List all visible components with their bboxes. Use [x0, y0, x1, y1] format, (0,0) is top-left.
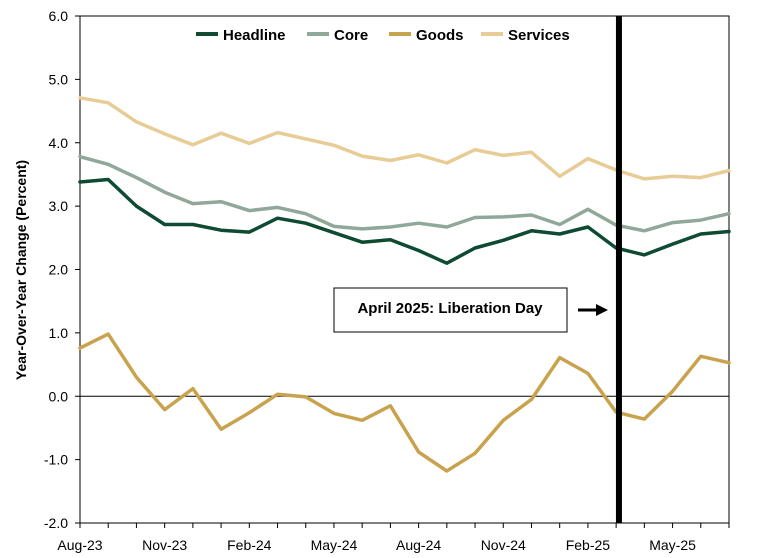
annotation-arrowhead — [596, 304, 608, 316]
x-axis-ticks: Aug-23 Nov-23 Feb-24 May-24 Aug-24 Nov-24 Feb-… — [57, 523, 730, 553]
annotation-text: April 2025: Liberation Day — [357, 300, 543, 317]
series-lines — [78, 96, 731, 473]
plot-border — [79, 15, 730, 524]
x-tick-label: Aug-24 — [396, 537, 441, 553]
x-tick-label: May-25 — [649, 537, 696, 553]
x-tick-label: Nov-24 — [481, 537, 526, 553]
series-line-core — [78, 154, 731, 233]
y-tick-label: 3.0 — [49, 198, 69, 214]
legend-label-services: Services — [508, 27, 570, 44]
x-tick-label: Aug-23 — [57, 537, 102, 553]
y-tick-label: 6.0 — [49, 8, 69, 24]
series-line-goods — [78, 332, 731, 473]
y-tick-label: 1.0 — [49, 325, 69, 341]
legend-label-core: Core — [334, 27, 368, 44]
y-tick-label: 2.0 — [49, 262, 69, 278]
series-line-headline — [78, 177, 731, 265]
y-axis-label: Year-Over-Year Change (Percent) — [13, 160, 29, 380]
y-tick-label: 5.0 — [49, 71, 69, 87]
annotation: April 2025: Liberation Day — [333, 287, 608, 333]
x-tick-label: May-24 — [311, 537, 358, 553]
series-line-services — [78, 96, 731, 181]
y-tick-label: 0.0 — [49, 388, 69, 404]
legend-label-headline: Headline — [223, 27, 286, 44]
x-tick-label: Nov-23 — [142, 537, 187, 553]
legend-label-goods: Goods — [416, 27, 464, 44]
x-tick-label: Feb-24 — [227, 537, 272, 553]
x-tick-label: Feb-25 — [566, 537, 611, 553]
y-axis-ticks: -2.0 -1.0 0.0 1.0 2.0 3.0 4.0 5.0 6.0 — [44, 8, 80, 531]
legend: Headline Core Goods Services — [196, 27, 570, 44]
y-tick-label: -2.0 — [44, 515, 68, 531]
y-tick-label: 4.0 — [49, 135, 69, 151]
annotation-box — [333, 287, 568, 333]
plot-frame — [79, 15, 730, 524]
y-tick-label: -1.0 — [44, 452, 68, 468]
